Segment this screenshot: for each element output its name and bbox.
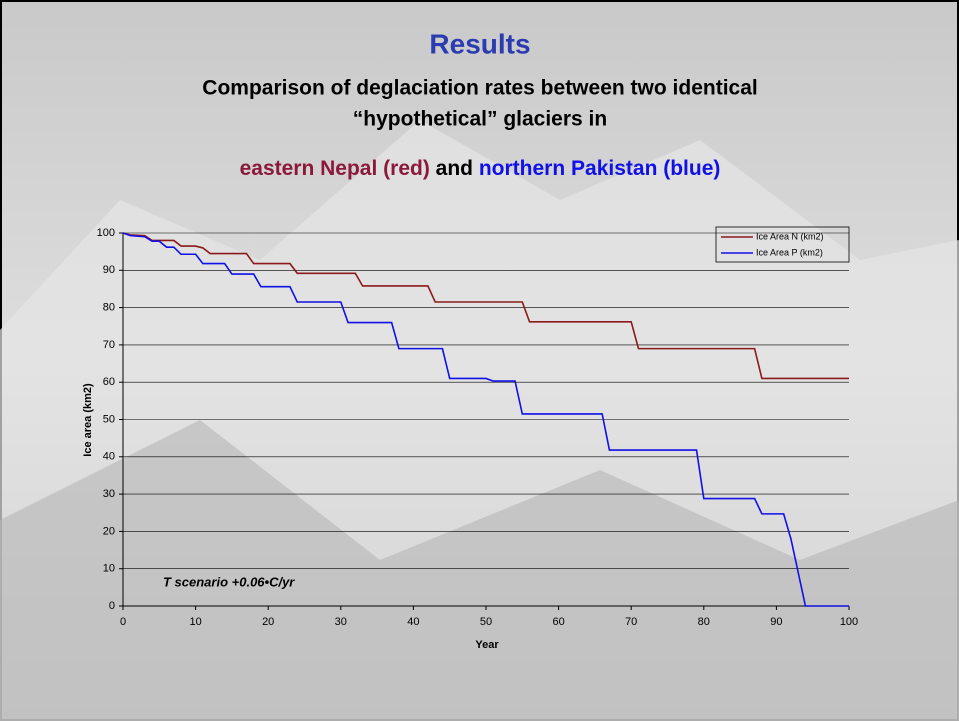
x-tick-label: 80	[698, 616, 710, 628]
legend-label: Ice Area N (km2)	[756, 231, 824, 241]
subtitle-red: eastern Nepal (red)	[240, 157, 430, 180]
x-tick-label: 70	[625, 616, 637, 628]
x-tick-label: 30	[335, 616, 347, 628]
y-tick-label: 0	[109, 600, 115, 612]
y-tick-label: 50	[103, 413, 115, 425]
subtitle: eastern Nepal (red) and northern Pakista…	[240, 157, 721, 180]
x-tick-label: 40	[407, 616, 419, 628]
slide-title: Results	[429, 28, 530, 59]
x-tick-label: 0	[120, 616, 126, 628]
y-tick-label: 90	[103, 264, 115, 276]
x-axis-title: Year	[475, 639, 499, 651]
x-tick-label: 20	[262, 616, 274, 628]
y-tick-label: 30	[103, 488, 115, 500]
annotation: T scenario +0.06•C/yr	[163, 574, 295, 589]
y-axis-title: Ice area (km2)	[82, 383, 94, 457]
y-tick-label: 100	[97, 227, 115, 239]
subtitle: Comparison of deglaciation rates between…	[202, 77, 757, 100]
y-tick-label: 20	[103, 525, 115, 537]
x-tick-label: 50	[480, 616, 492, 628]
x-tick-label: 10	[189, 616, 201, 628]
x-tick-label: 60	[552, 616, 564, 628]
y-tick-label: 70	[103, 339, 115, 351]
y-tick-label: 40	[103, 451, 115, 463]
y-tick-label: 10	[103, 563, 115, 575]
subtitle-blue: northern Pakistan (blue)	[479, 157, 721, 180]
y-tick-label: 60	[103, 376, 115, 388]
x-tick-label: 100	[840, 616, 858, 628]
x-tick-label: 90	[770, 616, 782, 628]
slide: Results Comparison of deglaciation rates…	[0, 0, 959, 721]
subtitle: “hypothetical” glaciers in	[353, 108, 607, 131]
subtitle-and: and	[436, 157, 473, 180]
y-tick-label: 80	[103, 302, 115, 314]
legend-label: Ice Area P (km2)	[756, 247, 823, 257]
